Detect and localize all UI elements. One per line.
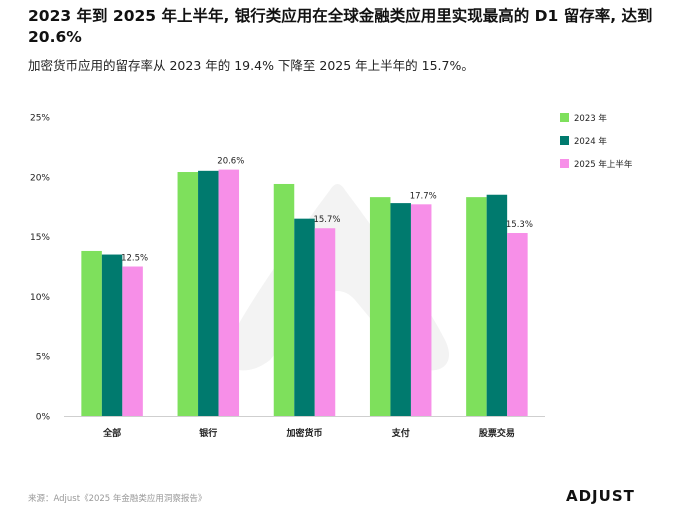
bar-2025h1 <box>218 169 240 416</box>
data-label: 15.7% <box>313 215 340 225</box>
x-tick-label: 加密货币 <box>285 427 322 439</box>
bar-2024 <box>390 203 411 416</box>
bar-2025h1 <box>507 233 528 416</box>
bar-2024 <box>294 218 315 416</box>
data-label: 20.6% <box>217 157 244 167</box>
x-tick-label: 股票交易 <box>479 427 515 439</box>
bar-2025h1 <box>410 204 432 416</box>
y-tick-label: 0% <box>36 413 51 423</box>
y-tick-label: 15% <box>30 233 50 243</box>
legend-label: 2024 年 <box>574 136 607 147</box>
bar-2023 <box>177 172 199 416</box>
x-tick-label: 全部 <box>102 427 121 439</box>
legend-label: 2023 年 <box>574 113 607 124</box>
y-tick-label: 25% <box>30 114 50 124</box>
data-label: 12.5% <box>121 254 148 264</box>
bar-2024 <box>198 170 219 416</box>
chart-subtitle: 加密货币应用的留存率从 2023 年的 19.4% 下降至 2025 年上半年的… <box>28 58 474 73</box>
data-label: 17.7% <box>410 191 437 201</box>
bar-2024 <box>101 254 123 416</box>
source-note: 来源：Adjust《2025 年金融类应用洞察报告》 <box>28 494 207 504</box>
y-tick-label: 5% <box>36 353 51 363</box>
y-tick-label: 10% <box>30 293 50 303</box>
x-tick-label: 支付 <box>391 427 410 439</box>
bar-2024 <box>486 194 508 416</box>
bar-2025h1 <box>122 266 143 416</box>
data-label: 15.3% <box>506 220 533 230</box>
chart-title: 2023 年到 2025 年上半年, 银行类应用在全球金融类应用里实现最高的 D… <box>28 7 653 46</box>
legend-swatch <box>560 159 569 168</box>
adjust-logo: ADJUST <box>566 487 635 505</box>
legend-label: 2025 年上半年 <box>574 159 633 170</box>
legend-swatch <box>560 136 569 145</box>
bar-2023 <box>369 197 391 416</box>
legend-swatch <box>560 113 569 122</box>
x-tick-label: 银行 <box>199 427 217 439</box>
bar-2023 <box>273 183 295 416</box>
bar-2023 <box>81 250 102 416</box>
bar-2023 <box>466 197 487 416</box>
bar-2025h1 <box>314 228 336 416</box>
y-tick-label: 20% <box>30 173 50 183</box>
